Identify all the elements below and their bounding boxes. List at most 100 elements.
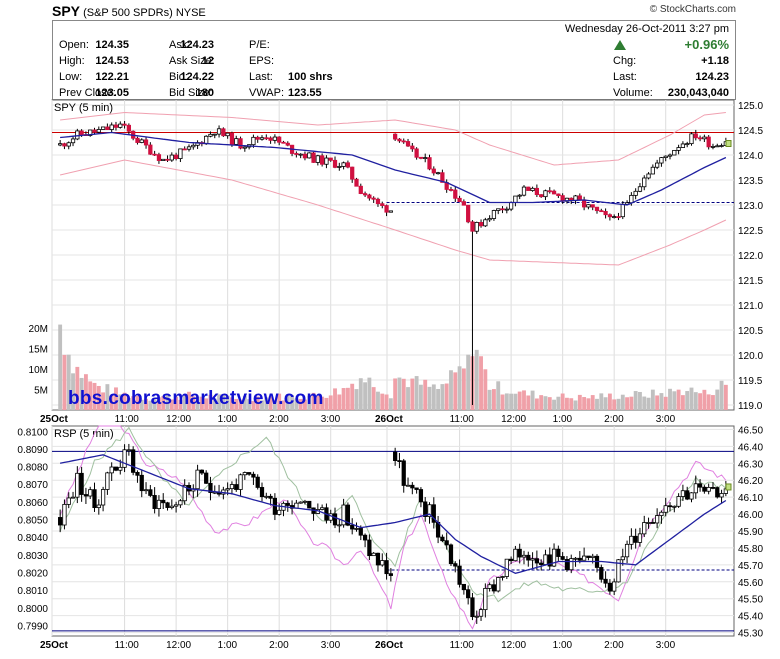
candle-body bbox=[667, 154, 673, 157]
volume-bar bbox=[612, 399, 617, 410]
x-tick-label: 1:00 bbox=[218, 414, 238, 425]
candle-body bbox=[534, 558, 539, 564]
candle-body bbox=[178, 148, 183, 159]
candle-body bbox=[178, 500, 183, 506]
volume-bar bbox=[672, 391, 677, 410]
candle-body bbox=[195, 469, 200, 490]
y-tick-label: 121.0 bbox=[738, 301, 763, 312]
candle-body bbox=[255, 136, 260, 140]
x-tick-label: 26Oct bbox=[375, 640, 403, 651]
y-tick-label: 123.5 bbox=[738, 176, 763, 187]
candle-body bbox=[307, 152, 312, 159]
candle-body bbox=[156, 499, 162, 509]
candle-body bbox=[582, 199, 587, 208]
quote-label: Ask: bbox=[169, 39, 191, 51]
candle-body bbox=[173, 504, 179, 507]
volume-bar bbox=[406, 387, 410, 410]
volume-bar bbox=[539, 395, 544, 410]
candle-body bbox=[126, 124, 131, 132]
x-tick-label: 26Oct bbox=[375, 414, 403, 425]
last-price-marker bbox=[725, 483, 732, 491]
x-tick-label: 12:00 bbox=[501, 414, 526, 425]
x-tick-label: 3:00 bbox=[656, 414, 676, 425]
volume-bar bbox=[431, 384, 436, 410]
candle-body bbox=[234, 484, 239, 490]
candle-body bbox=[135, 137, 140, 143]
volume-bar bbox=[367, 377, 372, 410]
candle-body bbox=[83, 494, 89, 497]
volume-bar bbox=[427, 386, 432, 410]
volume-bar bbox=[131, 396, 136, 410]
volume-bar bbox=[573, 400, 578, 410]
x-tick-label: 2:00 bbox=[269, 640, 289, 651]
volume-bar bbox=[105, 384, 110, 410]
candle-body bbox=[393, 133, 398, 140]
candle-body bbox=[672, 505, 677, 508]
volume-bar bbox=[264, 397, 269, 410]
candle-body bbox=[186, 146, 192, 150]
candle-body bbox=[298, 501, 303, 504]
candle-body bbox=[380, 560, 385, 566]
candle-body bbox=[294, 153, 299, 155]
band-upper bbox=[60, 111, 726, 166]
volume-bar bbox=[556, 396, 561, 410]
candle-body bbox=[457, 565, 462, 585]
candle-body bbox=[345, 162, 351, 168]
candle-body bbox=[191, 144, 196, 148]
candle-body bbox=[521, 186, 527, 196]
candle-body bbox=[410, 145, 415, 150]
pink-indicator-line bbox=[59, 425, 727, 630]
candle-body bbox=[706, 487, 711, 492]
change-percent: +0.96% bbox=[684, 37, 729, 52]
volume-bar bbox=[715, 389, 720, 410]
candle-body bbox=[607, 214, 613, 218]
candle-body bbox=[362, 534, 368, 541]
candle-body bbox=[131, 449, 136, 473]
candle-body bbox=[448, 544, 454, 565]
candle-body bbox=[676, 496, 681, 507]
volume-bar bbox=[650, 389, 655, 410]
ticker-symbol: SPY bbox=[52, 3, 81, 19]
volume-bar bbox=[457, 366, 462, 410]
volume-bar bbox=[685, 391, 690, 410]
candle-body bbox=[337, 166, 342, 168]
candle-body bbox=[367, 539, 372, 557]
candle-body bbox=[715, 487, 720, 498]
x-tick-label: 11:00 bbox=[115, 640, 140, 651]
candle-body bbox=[405, 484, 411, 487]
candle-body bbox=[706, 136, 711, 148]
volume-bar bbox=[345, 387, 350, 410]
quote-label: Ask Size: bbox=[169, 55, 215, 67]
volume-bar bbox=[135, 395, 140, 410]
volume-bar bbox=[547, 397, 552, 410]
credit-link[interactable]: © StockCharts.com bbox=[649, 4, 736, 15]
y-tick-label: 122.5 bbox=[738, 226, 763, 237]
candle-body bbox=[109, 124, 114, 130]
candle-body bbox=[264, 137, 269, 140]
candle-body bbox=[685, 490, 690, 500]
left-y-tick-label: 0.8010 bbox=[17, 586, 48, 597]
price-chart: 25Oct 11:00 12:00 1:00 2:00 3:00 26Oct 11:00 12:… bbox=[29, 99, 763, 425]
volume-bar bbox=[509, 393, 514, 410]
candle-body bbox=[173, 154, 179, 159]
volume-bar bbox=[255, 396, 260, 410]
x-tick-label: 25Oct bbox=[40, 640, 68, 651]
ticker-name: (S&P 500 SPDRs) bbox=[83, 7, 173, 19]
volume-bar bbox=[311, 392, 316, 410]
candle-body bbox=[719, 145, 724, 147]
volume-bar bbox=[689, 387, 694, 410]
volume-bar bbox=[461, 368, 466, 410]
candle-body bbox=[259, 487, 265, 498]
candle-body bbox=[620, 556, 625, 561]
candle-body bbox=[697, 137, 703, 140]
candle-body bbox=[543, 554, 548, 565]
candle-body bbox=[410, 484, 415, 489]
volume-bar bbox=[625, 397, 630, 410]
volume-bar bbox=[552, 399, 556, 410]
candle-body bbox=[242, 146, 247, 149]
y-tick-label: 122.0 bbox=[738, 251, 763, 262]
volume-bar bbox=[187, 391, 191, 410]
candle-body bbox=[457, 197, 462, 203]
candle-body bbox=[148, 489, 153, 496]
volume-bar bbox=[706, 394, 711, 410]
